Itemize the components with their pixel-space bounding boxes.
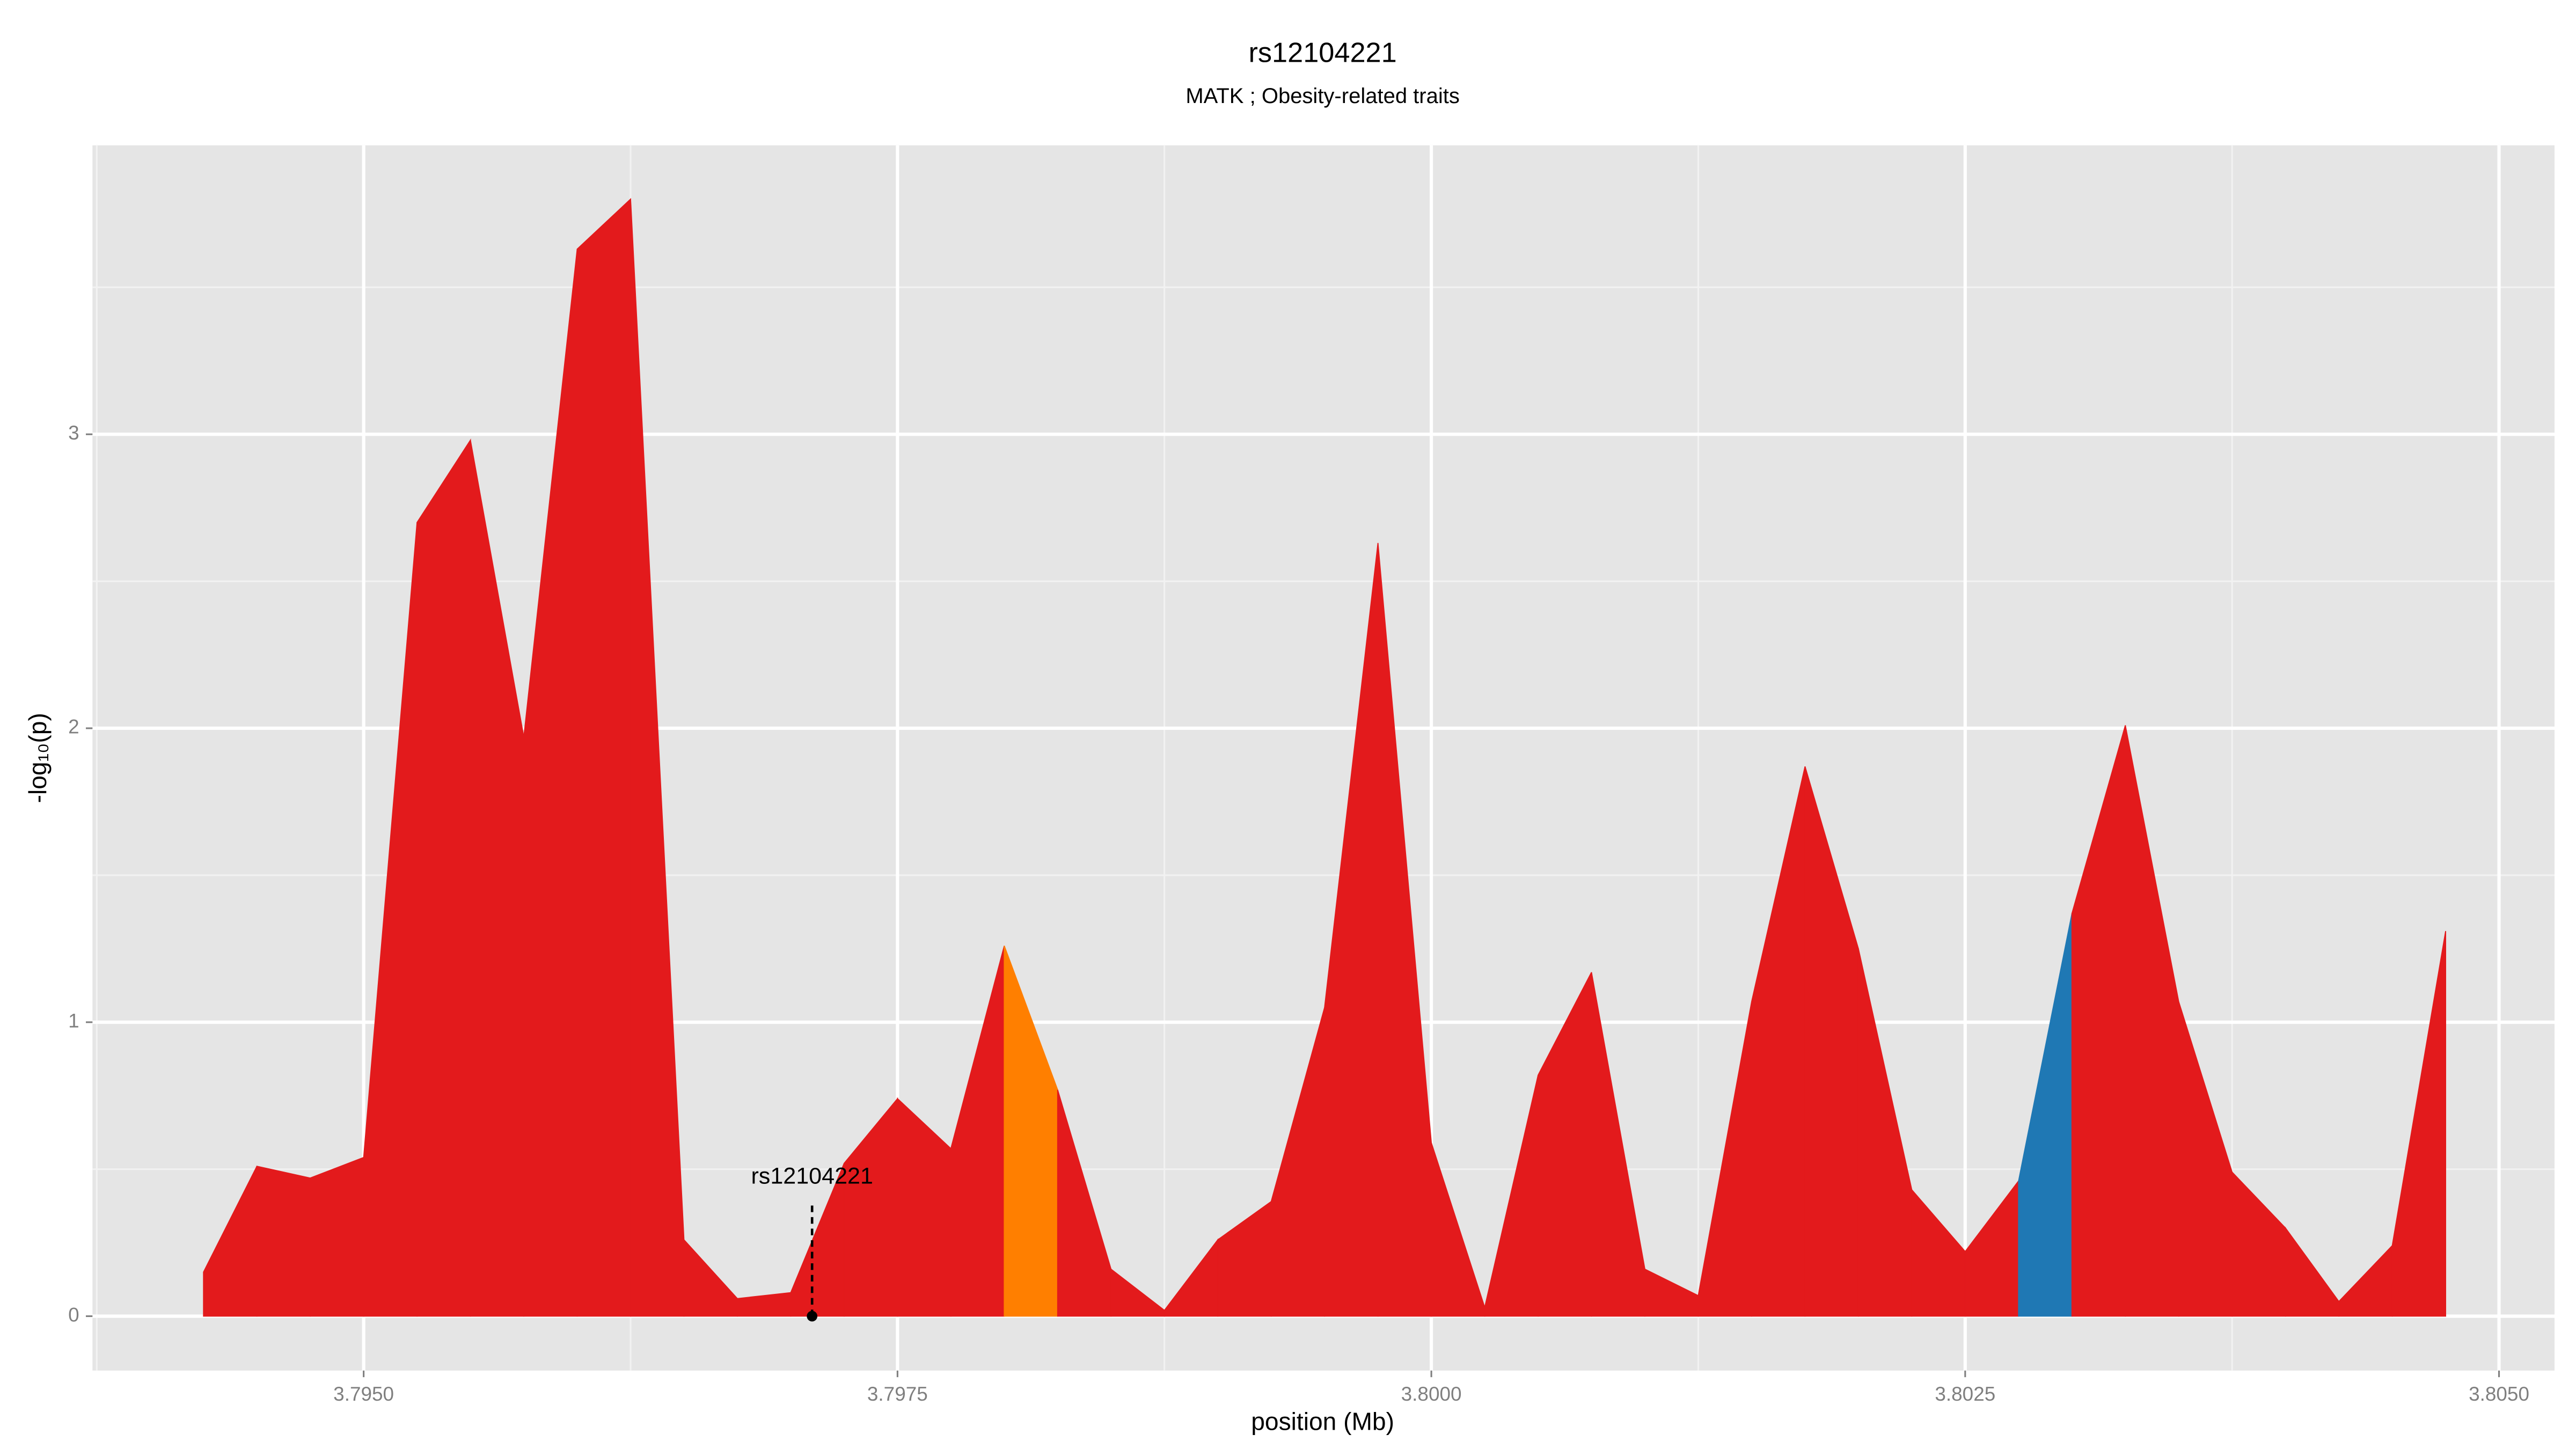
y-tick-label: 0 — [68, 1304, 79, 1326]
chart-subtitle: MATK ; Obesity-related traits — [1185, 84, 1460, 108]
x-tick-label: 3.7975 — [867, 1383, 928, 1405]
chart-title: rs12104221 — [1248, 37, 1396, 68]
y-tick-label: 1 — [68, 1009, 79, 1031]
annotation-label: rs12104221 — [751, 1163, 873, 1189]
area-segment — [310, 1157, 364, 1317]
x-tick-label: 3.8050 — [2469, 1383, 2529, 1405]
annotation-point — [807, 1311, 818, 1322]
y-tick-label: 2 — [68, 716, 79, 738]
area-segment — [256, 1166, 311, 1317]
area-segment — [416, 438, 471, 1317]
y-tick-label: 3 — [68, 422, 79, 444]
y-axis-label: -log₁₀(p) — [24, 713, 52, 803]
area-segment — [2391, 931, 2446, 1317]
x-tick-label: 3.8025 — [1935, 1383, 1995, 1405]
x-axis-label: position (Mb) — [1251, 1407, 1394, 1435]
x-tick-label: 3.7950 — [333, 1383, 394, 1405]
area-segment — [576, 197, 631, 1317]
x-tick-label: 3.8000 — [1401, 1383, 1462, 1405]
